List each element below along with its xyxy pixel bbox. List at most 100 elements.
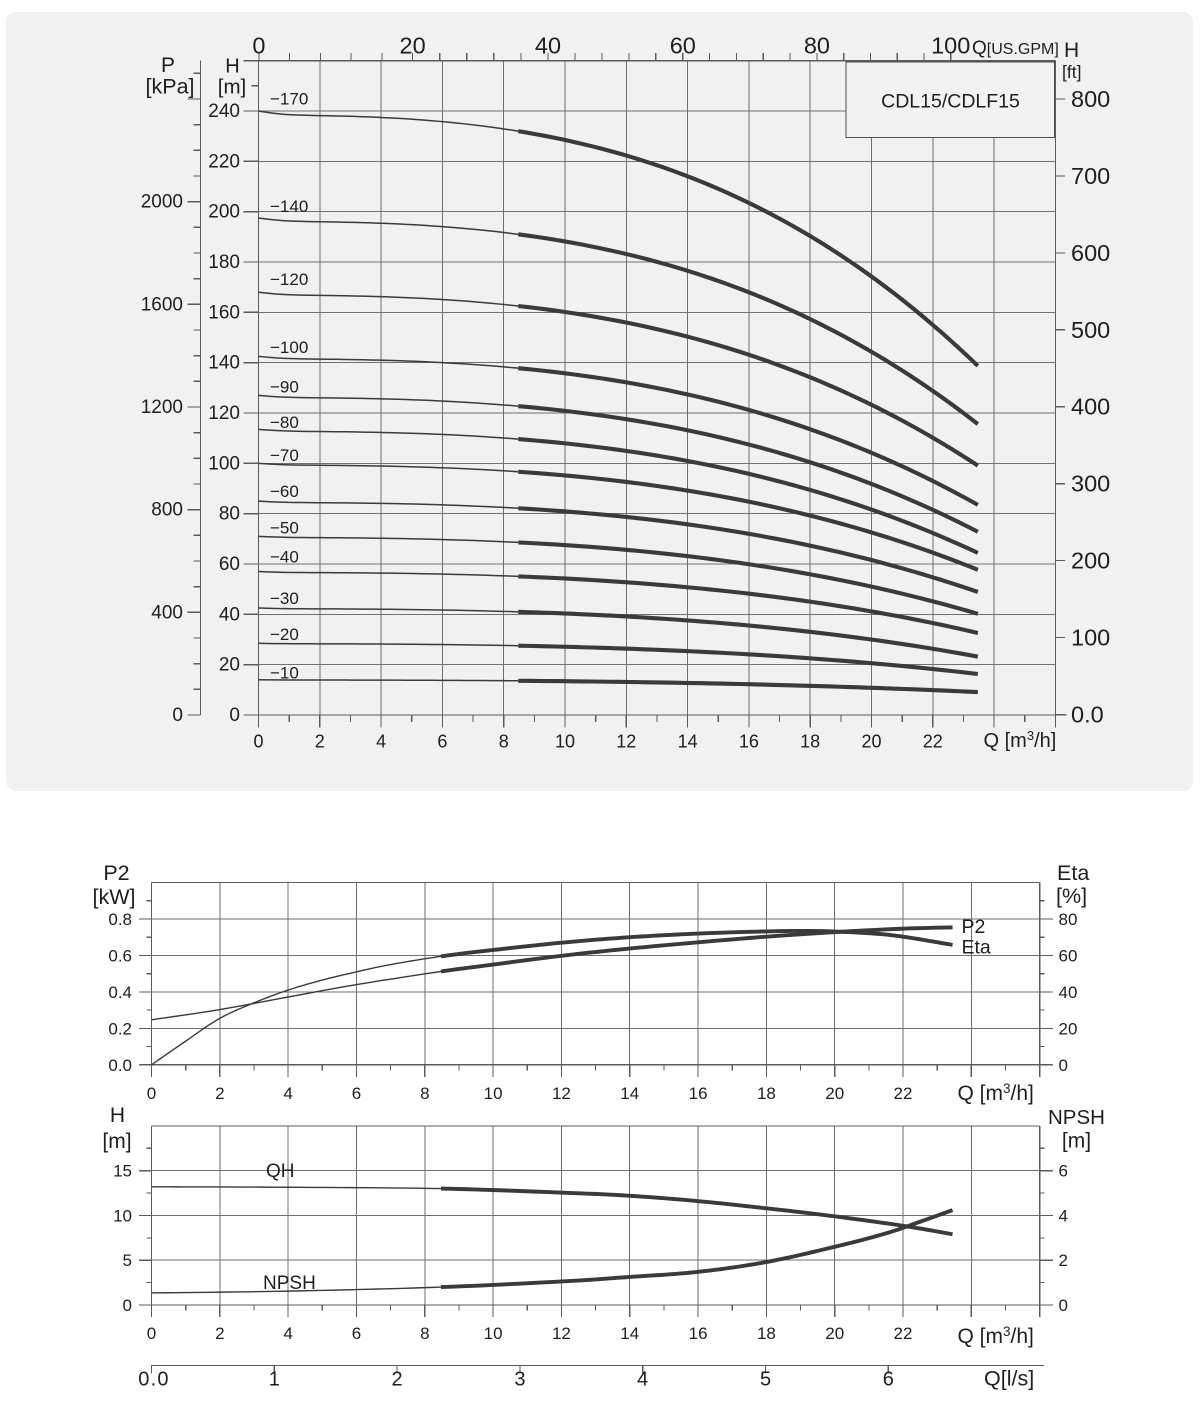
svg-text:0: 0	[1059, 1296, 1068, 1315]
svg-text:Eta: Eta	[962, 937, 991, 959]
svg-text:16: 16	[689, 1324, 708, 1343]
svg-text:P2: P2	[962, 916, 986, 938]
svg-text:12: 12	[552, 1084, 571, 1103]
svg-text:−100: −100	[270, 338, 308, 357]
svg-text:100: 100	[208, 453, 240, 474]
svg-text:20: 20	[219, 655, 240, 676]
svg-text:P2: P2	[103, 861, 129, 885]
svg-text:120: 120	[208, 403, 240, 424]
svg-text:10: 10	[484, 1324, 503, 1343]
svg-text:0: 0	[147, 1084, 156, 1103]
svg-text:2: 2	[1059, 1251, 1068, 1270]
svg-text:22: 22	[894, 1324, 913, 1343]
svg-text:2000: 2000	[141, 192, 183, 213]
svg-text:[%]: [%]	[1056, 884, 1087, 908]
svg-text:−170: −170	[270, 90, 308, 109]
svg-text:[m]: [m]	[218, 76, 246, 99]
svg-text:0: 0	[229, 705, 240, 726]
svg-text:−20: −20	[270, 625, 299, 644]
svg-text:0.0: 0.0	[1071, 702, 1104, 728]
svg-text:0: 0	[147, 1324, 156, 1343]
svg-text:[kPa]: [kPa]	[146, 75, 195, 99]
svg-text:2: 2	[392, 1369, 403, 1391]
svg-text:2: 2	[215, 1324, 224, 1343]
svg-text:2: 2	[315, 732, 325, 752]
svg-text:14: 14	[620, 1084, 639, 1103]
svg-text:1600: 1600	[141, 294, 183, 315]
svg-text:4: 4	[637, 1369, 648, 1391]
svg-text:4: 4	[283, 1324, 292, 1343]
svg-text:240: 240	[208, 101, 240, 122]
svg-text:−30: −30	[270, 589, 299, 608]
svg-text:H: H	[1064, 39, 1079, 62]
svg-text:12: 12	[616, 732, 636, 752]
svg-text:0: 0	[252, 33, 265, 59]
svg-text:22: 22	[894, 1084, 913, 1103]
svg-text:80: 80	[1059, 910, 1078, 929]
svg-text:Q [m3/h]: Q [m3/h]	[984, 728, 1057, 752]
svg-text:4: 4	[1059, 1207, 1068, 1226]
svg-text:20: 20	[825, 1084, 844, 1103]
svg-text:6: 6	[883, 1369, 894, 1391]
svg-text:2: 2	[215, 1084, 224, 1103]
svg-text:6: 6	[352, 1084, 361, 1103]
svg-text:80: 80	[804, 33, 830, 59]
svg-text:−10: −10	[270, 664, 299, 683]
svg-text:[kW]: [kW]	[93, 885, 136, 909]
svg-text:160: 160	[208, 302, 240, 323]
svg-text:−90: −90	[270, 378, 299, 397]
svg-text:NPSH: NPSH	[1048, 1106, 1105, 1129]
svg-text:40: 40	[535, 33, 561, 59]
svg-text:0.2: 0.2	[108, 1019, 132, 1038]
svg-text:400: 400	[1071, 394, 1110, 420]
svg-text:8: 8	[420, 1324, 429, 1343]
svg-text:18: 18	[800, 732, 820, 752]
svg-text:80: 80	[219, 504, 240, 525]
svg-text:H: H	[110, 1104, 125, 1127]
svg-text:15: 15	[113, 1162, 132, 1181]
svg-text:H: H	[225, 56, 239, 78]
svg-text:0.4: 0.4	[108, 983, 132, 1002]
svg-text:800: 800	[151, 500, 183, 521]
svg-text:10: 10	[484, 1084, 503, 1103]
svg-text:Q[l/s]: Q[l/s]	[984, 1367, 1034, 1391]
svg-text:12: 12	[552, 1324, 571, 1343]
svg-text:P: P	[161, 54, 175, 77]
svg-text:NPSH: NPSH	[263, 1273, 316, 1294]
svg-text:5: 5	[123, 1251, 132, 1270]
svg-text:700: 700	[1071, 163, 1110, 189]
svg-text:16: 16	[739, 732, 759, 752]
svg-text:−50: −50	[270, 519, 299, 538]
svg-text:4: 4	[283, 1084, 292, 1103]
svg-text:4: 4	[376, 732, 386, 752]
svg-text:−140: −140	[270, 197, 308, 216]
svg-text:10: 10	[555, 732, 575, 752]
svg-text:300: 300	[1071, 471, 1110, 497]
svg-text:[m]: [m]	[1062, 1130, 1091, 1153]
svg-text:800: 800	[1071, 86, 1110, 112]
svg-text:18: 18	[757, 1084, 776, 1103]
svg-text:60: 60	[670, 33, 696, 59]
svg-text:Q [m3/h]: Q [m3/h]	[958, 1081, 1034, 1105]
svg-text:QH: QH	[266, 1161, 295, 1182]
svg-text:Q [m3/h]: Q [m3/h]	[958, 1324, 1034, 1348]
svg-text:−70: −70	[270, 446, 299, 465]
svg-text:6: 6	[352, 1324, 361, 1343]
svg-text:220: 220	[208, 151, 240, 172]
svg-text:−60: −60	[270, 482, 299, 501]
svg-text:20: 20	[861, 732, 881, 752]
svg-text:16: 16	[689, 1084, 708, 1103]
svg-text:8: 8	[420, 1084, 429, 1103]
svg-text:18: 18	[757, 1324, 776, 1343]
svg-text:1: 1	[269, 1369, 280, 1391]
svg-text:0.0: 0.0	[108, 1056, 132, 1075]
svg-text:0.8: 0.8	[108, 910, 132, 929]
svg-text:6: 6	[437, 732, 447, 752]
svg-text:14: 14	[620, 1324, 639, 1343]
svg-text:0: 0	[253, 732, 263, 752]
svg-text:1200: 1200	[141, 397, 183, 418]
svg-text:−120: −120	[270, 270, 308, 289]
svg-text:20: 20	[825, 1324, 844, 1343]
svg-text:Q[US.GPM]: Q[US.GPM]	[972, 38, 1059, 59]
svg-text:500: 500	[1071, 317, 1110, 343]
